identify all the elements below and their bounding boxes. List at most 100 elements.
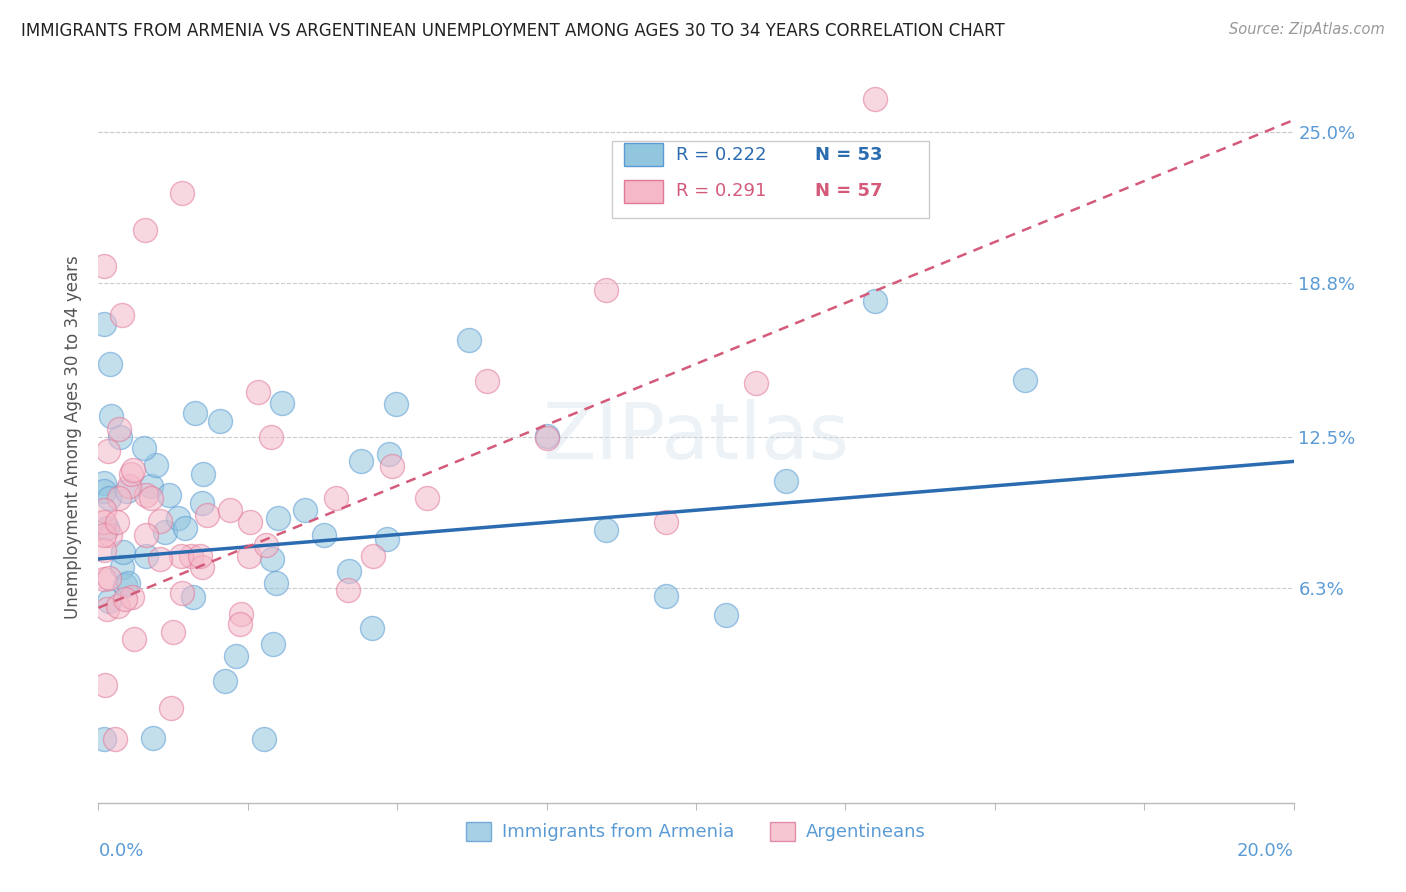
Point: [229, 607, 252, 621]
Point: [312, 527, 335, 541]
Point: [93, 483, 115, 498]
Point: [108, 422, 131, 436]
Point: [229, 617, 252, 632]
Point: [100, 409, 122, 423]
Point: [122, 462, 145, 476]
Point: [193, 467, 215, 481]
Point: [167, 510, 190, 524]
Point: [655, 516, 678, 530]
Point: [141, 479, 163, 493]
Point: [97, 444, 120, 458]
Point: [169, 549, 191, 564]
Text: 20.0%: 20.0%: [1237, 842, 1294, 860]
Point: [93, 318, 115, 332]
Point: [655, 589, 678, 603]
Point: [93, 732, 115, 747]
Point: [260, 552, 283, 566]
Point: [1014, 373, 1036, 387]
Point: [865, 92, 887, 106]
Point: [134, 223, 156, 237]
Text: IMMIGRANTS FROM ARMENIA VS ARGENTINEAN UNEMPLOYMENT AMONG AGES 30 TO 34 YEARS CO: IMMIGRANTS FROM ARMENIA VS ARGENTINEAN U…: [21, 22, 1005, 40]
Point: [135, 527, 157, 541]
Point: [107, 599, 129, 613]
Point: [114, 577, 136, 591]
Point: [107, 516, 129, 530]
Point: [96, 521, 118, 535]
Point: [595, 523, 617, 537]
Point: [458, 333, 481, 347]
Point: [184, 406, 207, 420]
Point: [336, 582, 359, 597]
FancyBboxPatch shape: [624, 179, 662, 203]
Point: [214, 673, 236, 688]
Point: [208, 414, 231, 428]
Point: [98, 528, 121, 542]
Point: [745, 376, 768, 390]
Point: [111, 308, 134, 322]
Point: [124, 632, 146, 646]
Y-axis label: Unemployment Among Ages 30 to 34 years: Unemployment Among Ages 30 to 34 years: [65, 255, 83, 619]
Point: [93, 527, 115, 541]
Point: [253, 732, 276, 747]
Legend: Immigrants from Armenia, Argentineans: Immigrants from Armenia, Argentineans: [458, 814, 934, 848]
Point: [96, 602, 118, 616]
Point: [94, 678, 117, 692]
Point: [132, 441, 155, 455]
Point: [375, 532, 398, 546]
Point: [363, 549, 385, 563]
Point: [108, 491, 131, 505]
Point: [120, 467, 142, 481]
Point: [337, 564, 360, 578]
Point: [416, 491, 439, 505]
Text: N = 53: N = 53: [815, 145, 883, 164]
Point: [111, 560, 134, 574]
Point: [271, 396, 294, 410]
Point: [239, 516, 262, 530]
Point: [118, 479, 141, 493]
Point: [264, 576, 287, 591]
Point: [111, 544, 134, 558]
Point: [254, 538, 277, 552]
Point: [160, 701, 183, 715]
Point: [385, 397, 408, 411]
Text: R = 0.222: R = 0.222: [676, 145, 766, 164]
Text: N = 57: N = 57: [815, 182, 883, 201]
Point: [361, 621, 384, 635]
Point: [475, 374, 498, 388]
Point: [225, 648, 247, 663]
Point: [595, 283, 617, 297]
Point: [170, 586, 193, 600]
Point: [93, 542, 115, 557]
FancyBboxPatch shape: [613, 141, 929, 218]
Point: [93, 503, 115, 517]
Point: [536, 428, 558, 442]
Point: [260, 430, 283, 444]
Point: [104, 732, 127, 747]
Point: [93, 476, 115, 491]
Point: [115, 483, 138, 498]
Point: [117, 576, 139, 591]
Point: [378, 447, 401, 461]
Text: ZIPatlas: ZIPatlas: [543, 399, 849, 475]
Point: [121, 590, 143, 604]
Point: [93, 573, 115, 587]
Point: [191, 560, 214, 574]
Point: [98, 594, 121, 608]
Point: [145, 458, 167, 473]
Point: [135, 549, 157, 563]
Point: [155, 525, 177, 540]
Point: [536, 431, 558, 445]
Text: 0.0%: 0.0%: [98, 842, 143, 860]
Text: Source: ZipAtlas.com: Source: ZipAtlas.com: [1229, 22, 1385, 37]
Point: [162, 625, 184, 640]
Point: [218, 503, 240, 517]
Point: [93, 260, 115, 274]
Point: [865, 293, 887, 308]
Point: [181, 590, 204, 604]
Point: [174, 521, 197, 535]
Point: [114, 591, 136, 606]
Point: [381, 458, 404, 473]
Point: [142, 731, 165, 745]
Point: [110, 430, 132, 444]
Point: [149, 514, 172, 528]
